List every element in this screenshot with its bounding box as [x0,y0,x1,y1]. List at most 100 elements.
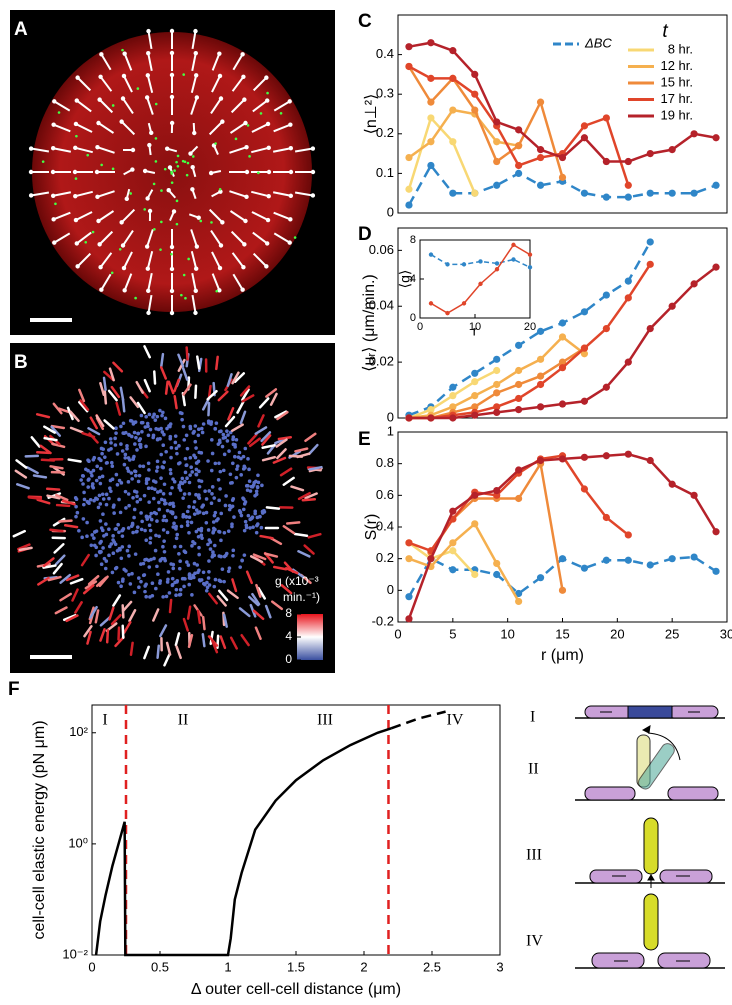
cell-dot [156,460,160,464]
cell-dot [171,584,175,588]
cell-dot [228,566,232,570]
cell-dot [218,579,222,583]
data-point [581,345,588,352]
arrow-head [51,146,55,150]
cell-track [303,499,315,500]
data-point [559,174,566,181]
cell-dot [188,574,192,578]
cell-dot [138,474,142,478]
data-point [625,451,632,458]
cell-dot [232,515,236,519]
cell-dot [257,172,260,175]
cell-dot [194,424,198,428]
cell-dot [178,567,182,571]
cell-dot [243,553,247,557]
cell-dot [253,509,257,513]
data-point [493,571,500,578]
arrow-head [167,188,171,192]
colorbar-tick-label: 0 [285,652,292,666]
arrow-head [219,243,223,247]
data-point [537,381,544,388]
data-point [669,146,676,153]
plot-area [92,705,500,955]
cell-dot [190,544,194,548]
cell-dot [97,506,101,510]
cell-dot [156,465,160,469]
cell-dot [179,588,183,592]
cell-dot [157,501,161,505]
data-point [405,615,412,622]
arrow-head [131,148,135,152]
cell-dot [199,529,203,533]
cell-dot [98,551,102,555]
cell-dot [134,474,138,478]
data-point [429,252,433,256]
cell-dot [214,142,217,145]
arrow-head [96,121,100,125]
cell-dot [182,585,186,589]
y-tick-label: 0.06 [369,242,394,257]
data-point [493,487,500,494]
cell-dot [118,548,122,552]
legend-label: 19 hr. [660,107,693,122]
cell-track [170,600,171,612]
cell-dot [160,498,164,502]
cell-dot [104,567,108,571]
y-tick-label: -0.2 [372,613,394,628]
cell-dot [122,568,126,572]
cell-dot [175,161,178,164]
cell-dot [221,445,225,449]
x-tick-label: 30 [720,626,732,641]
cell-dot [158,437,162,441]
cell-track [57,505,69,506]
cell-dot [186,510,190,514]
arrow-head [74,218,78,222]
scale-bar [30,655,72,659]
arrow-head [145,196,149,200]
cell-dot [249,489,253,493]
cell-dot [86,501,90,505]
cell-dot [193,512,197,516]
cell-dot [77,529,81,533]
cell-dot [144,415,148,419]
arrow-head [145,244,149,248]
x-axis-label: r (μm) [541,647,584,664]
cell-dot [214,511,218,515]
data-point [537,99,544,106]
cell-dot [148,523,152,527]
cell-dot [112,551,116,555]
x-tick-label: 1.5 [287,959,305,974]
cell-dot [100,447,104,451]
arrow-head [74,122,78,126]
cell-dot [95,479,99,483]
cell-dot [195,508,199,512]
cell-dot [131,531,135,535]
cell-dot [156,572,160,576]
data-point [462,262,466,266]
cell-dot [235,476,239,480]
cell-dot [113,437,117,441]
cell-dot [173,545,177,549]
arrow-head [193,29,197,33]
cell-dot [90,474,94,478]
cell-dot [183,492,187,496]
cell-dot [219,470,223,474]
cell-dot [194,446,198,450]
cell-dot [213,427,217,431]
data-point [603,291,610,298]
cell-dot [117,581,121,585]
cell-dot [155,160,158,163]
cell-dot [188,492,192,496]
cell-dot [217,478,221,482]
cell-dot [258,515,262,519]
data-point [405,201,412,208]
cell-dot [210,221,213,224]
arrow-head [267,146,271,150]
cell-dot [162,515,166,519]
cell-dot [239,473,243,477]
y-axis-label: ⟨g⟩ [397,270,413,289]
data-point [581,308,588,315]
cell-dot [148,595,152,599]
cell-dot [111,538,115,542]
cell-dot [83,498,87,502]
